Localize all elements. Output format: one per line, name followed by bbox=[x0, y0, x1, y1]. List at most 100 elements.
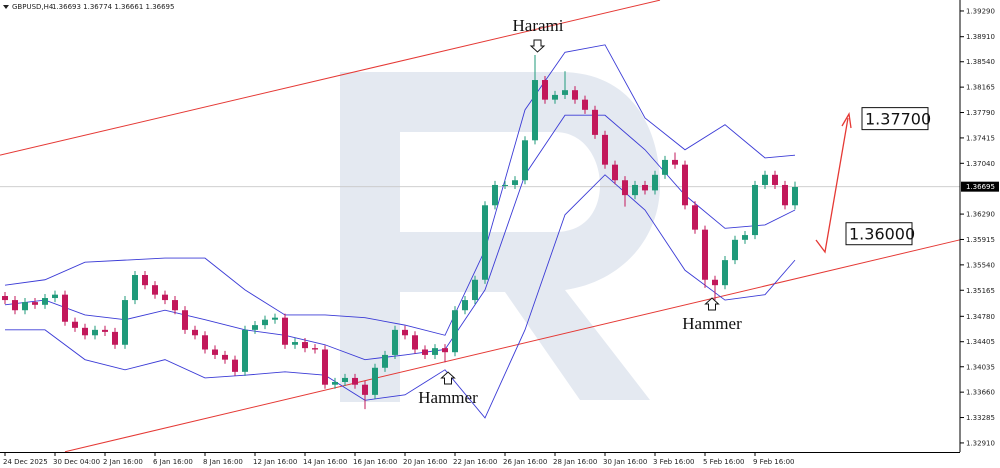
x-tick-label: 28 Jan 16:00 bbox=[553, 458, 597, 466]
y-tick-label: 1.37040 bbox=[966, 160, 995, 168]
candle-body bbox=[302, 342, 308, 349]
candle-body bbox=[172, 300, 178, 311]
candle-body bbox=[472, 279, 478, 301]
y-tick-label: 1.34035 bbox=[966, 363, 995, 371]
candle-body bbox=[632, 184, 638, 196]
candle-body bbox=[702, 229, 708, 280]
candle-body bbox=[182, 310, 188, 330]
y-tick-label: 1.35540 bbox=[966, 261, 995, 269]
candle-body bbox=[522, 140, 528, 181]
candle-body bbox=[612, 164, 618, 181]
candle-body bbox=[242, 329, 248, 372]
annotation: Hammer bbox=[682, 314, 742, 333]
candle-body bbox=[462, 300, 468, 311]
y-tick-label: 1.37790 bbox=[966, 109, 995, 117]
target-label: 1.37700 bbox=[865, 110, 931, 129]
candle-body bbox=[102, 329, 108, 332]
candle-body bbox=[762, 174, 768, 185]
x-tick-label: 6 Jan 16:00 bbox=[153, 458, 193, 466]
candle-body bbox=[2, 296, 8, 301]
y-tick-label: 1.35165 bbox=[966, 287, 995, 295]
menu-icon bbox=[3, 5, 9, 9]
y-tick-label: 1.38540 bbox=[966, 58, 995, 66]
candle-body bbox=[322, 349, 328, 385]
candle-body bbox=[142, 275, 148, 286]
candle-body bbox=[642, 184, 648, 191]
y-tick-label: 1.38165 bbox=[966, 84, 995, 92]
band-line bbox=[5, 174, 796, 419]
candle-body bbox=[292, 342, 298, 345]
candle-body bbox=[422, 349, 428, 355]
candle-body bbox=[742, 235, 748, 240]
watermark bbox=[340, 72, 660, 402]
candle-body bbox=[432, 348, 438, 355]
symbol: GBPUSD,H4 bbox=[12, 3, 54, 11]
candle-body bbox=[62, 294, 68, 322]
candle-body bbox=[452, 310, 458, 353]
candle-body bbox=[122, 300, 128, 345]
annotation-arrow bbox=[704, 297, 720, 311]
candle-body bbox=[212, 349, 218, 355]
y-tick-label: 1.39290 bbox=[966, 7, 995, 15]
annotation: Harami bbox=[513, 16, 564, 35]
y-tick-label: 1.36290 bbox=[966, 211, 995, 219]
y-tick-label: 1.33660 bbox=[966, 389, 995, 397]
x-tick-label: 9 Feb 16:00 bbox=[753, 458, 794, 466]
target-box bbox=[845, 222, 913, 246]
candle-body bbox=[442, 348, 448, 353]
y-tick-label: 1.34405 bbox=[966, 338, 995, 346]
ohlc-values: 1.36693 1.36774 1.36661 1.36695 bbox=[52, 3, 174, 11]
candle-body bbox=[202, 335, 208, 350]
candle-body bbox=[512, 180, 518, 185]
annotation-arrow bbox=[440, 371, 456, 385]
candle-body bbox=[782, 184, 788, 206]
candle-body bbox=[112, 331, 118, 345]
candle-body bbox=[52, 294, 58, 299]
candle-body bbox=[192, 329, 198, 336]
candle-body bbox=[602, 134, 608, 165]
x-tick-label: 5 Feb 16:00 bbox=[703, 458, 744, 466]
y-tick-label: 1.38910 bbox=[966, 33, 995, 41]
candle-body bbox=[362, 384, 368, 395]
x-tick-label: 2 Jan 16:00 bbox=[103, 458, 143, 466]
last-price-label: 1.36695 bbox=[966, 183, 995, 191]
x-tick-label: 24 Dec 2025 bbox=[3, 458, 48, 466]
band-line bbox=[4, 44, 796, 336]
x-tick-label: 3 Feb 16:00 bbox=[653, 458, 694, 466]
x-tick-label: 30 Dec 04:00 bbox=[53, 458, 100, 466]
header: GBPUSD,H4 1.36693 1.36774 1.36661 1.3669… bbox=[3, 3, 174, 11]
candle-body bbox=[222, 354, 228, 360]
y-tick-label: 1.32910 bbox=[966, 439, 995, 447]
candle-body bbox=[282, 317, 288, 345]
x-tick-label: 12 Jan 16:00 bbox=[253, 458, 297, 466]
annotation: Hammer bbox=[418, 388, 478, 407]
candle-body bbox=[22, 302, 28, 311]
candle-body bbox=[652, 174, 658, 191]
candle-body bbox=[342, 377, 348, 382]
x-tick-label: 20 Jan 16:00 bbox=[403, 458, 447, 466]
candle-body bbox=[252, 325, 258, 330]
band-line bbox=[4, 114, 796, 361]
candle-body bbox=[392, 329, 398, 355]
y-tick-label: 1.35915 bbox=[966, 236, 995, 244]
candle-body bbox=[532, 80, 538, 141]
candle-body bbox=[232, 359, 238, 372]
candle-body bbox=[682, 164, 688, 206]
candle-body bbox=[82, 327, 88, 336]
candle-body bbox=[352, 377, 358, 385]
candle-body bbox=[332, 381, 338, 385]
candle-body bbox=[402, 329, 408, 336]
target-box bbox=[861, 107, 929, 131]
candle-body bbox=[312, 348, 318, 350]
x-tick-label: 22 Jan 16:00 bbox=[453, 458, 497, 466]
y-tick-label: 1.34780 bbox=[966, 313, 995, 321]
candle-body bbox=[732, 239, 738, 261]
candle-body bbox=[162, 294, 168, 301]
target-label: 1.36000 bbox=[849, 225, 915, 244]
y-tick-label: 1.33285 bbox=[966, 414, 995, 422]
candle-body bbox=[692, 205, 698, 230]
candle-body bbox=[562, 90, 568, 95]
x-tick-label: 16 Jan 16:00 bbox=[353, 458, 397, 466]
candle-body bbox=[712, 279, 718, 286]
